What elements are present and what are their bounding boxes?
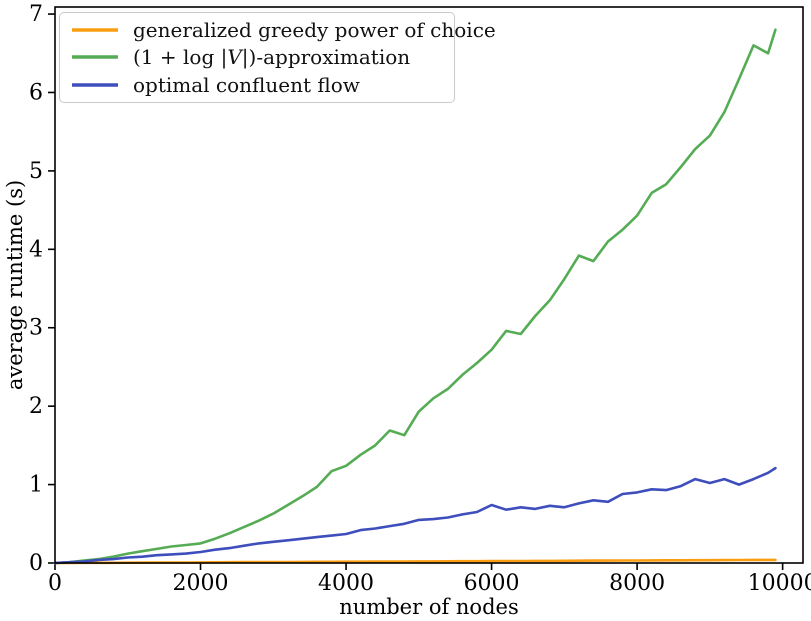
legend-line-icon	[72, 28, 118, 32]
x-tick-label: 8000	[609, 571, 665, 596]
y-tick-label: 6	[29, 80, 43, 105]
y-tick-label: 5	[29, 159, 43, 184]
plot-frame	[54, 6, 804, 564]
series-line-2	[53, 466, 777, 565]
legend-line-icon	[72, 83, 118, 87]
legend-line-icon	[72, 55, 118, 60]
x-tick-label: 4000	[318, 571, 374, 596]
series-line-1	[53, 28, 777, 565]
y-tick-label: 7	[29, 2, 43, 27]
x-tick-label: 2000	[173, 571, 229, 596]
legend-label: optimal confluent flow	[133, 73, 360, 98]
legend-item-1: (1 + log |V|)-approximation	[72, 45, 448, 69]
y-tick-label: 1	[29, 473, 43, 498]
tick-labels: 0 2000 4000 6000 8000 10000 0 1 2 3 4 5 6 7	[29, 2, 811, 596]
y-tick-label: 3	[29, 316, 43, 341]
x-tick-label: 0	[48, 571, 62, 596]
x-axis-label: number of nodes	[339, 595, 519, 619]
y-tick-label: 4	[29, 237, 43, 262]
legend-label: (1 + log |V|)-approximation	[133, 45, 411, 70]
x-tick-label: 6000	[464, 571, 520, 596]
x-tick-label: 10000	[748, 571, 811, 596]
legend-item-2: optimal confluent flow	[72, 73, 448, 97]
axis-ticks	[48, 13, 784, 570]
y-tick-label: 2	[29, 394, 43, 419]
legend-label: generalized greedy power of choice	[133, 17, 496, 42]
legend-item-0: generalized greedy power of choice	[72, 18, 496, 42]
y-tick-label: 0	[29, 551, 43, 576]
y-axis-label: average runtime (s)	[3, 179, 27, 391]
legend: generalized greedy power of choice (1 + l…	[59, 12, 496, 103]
